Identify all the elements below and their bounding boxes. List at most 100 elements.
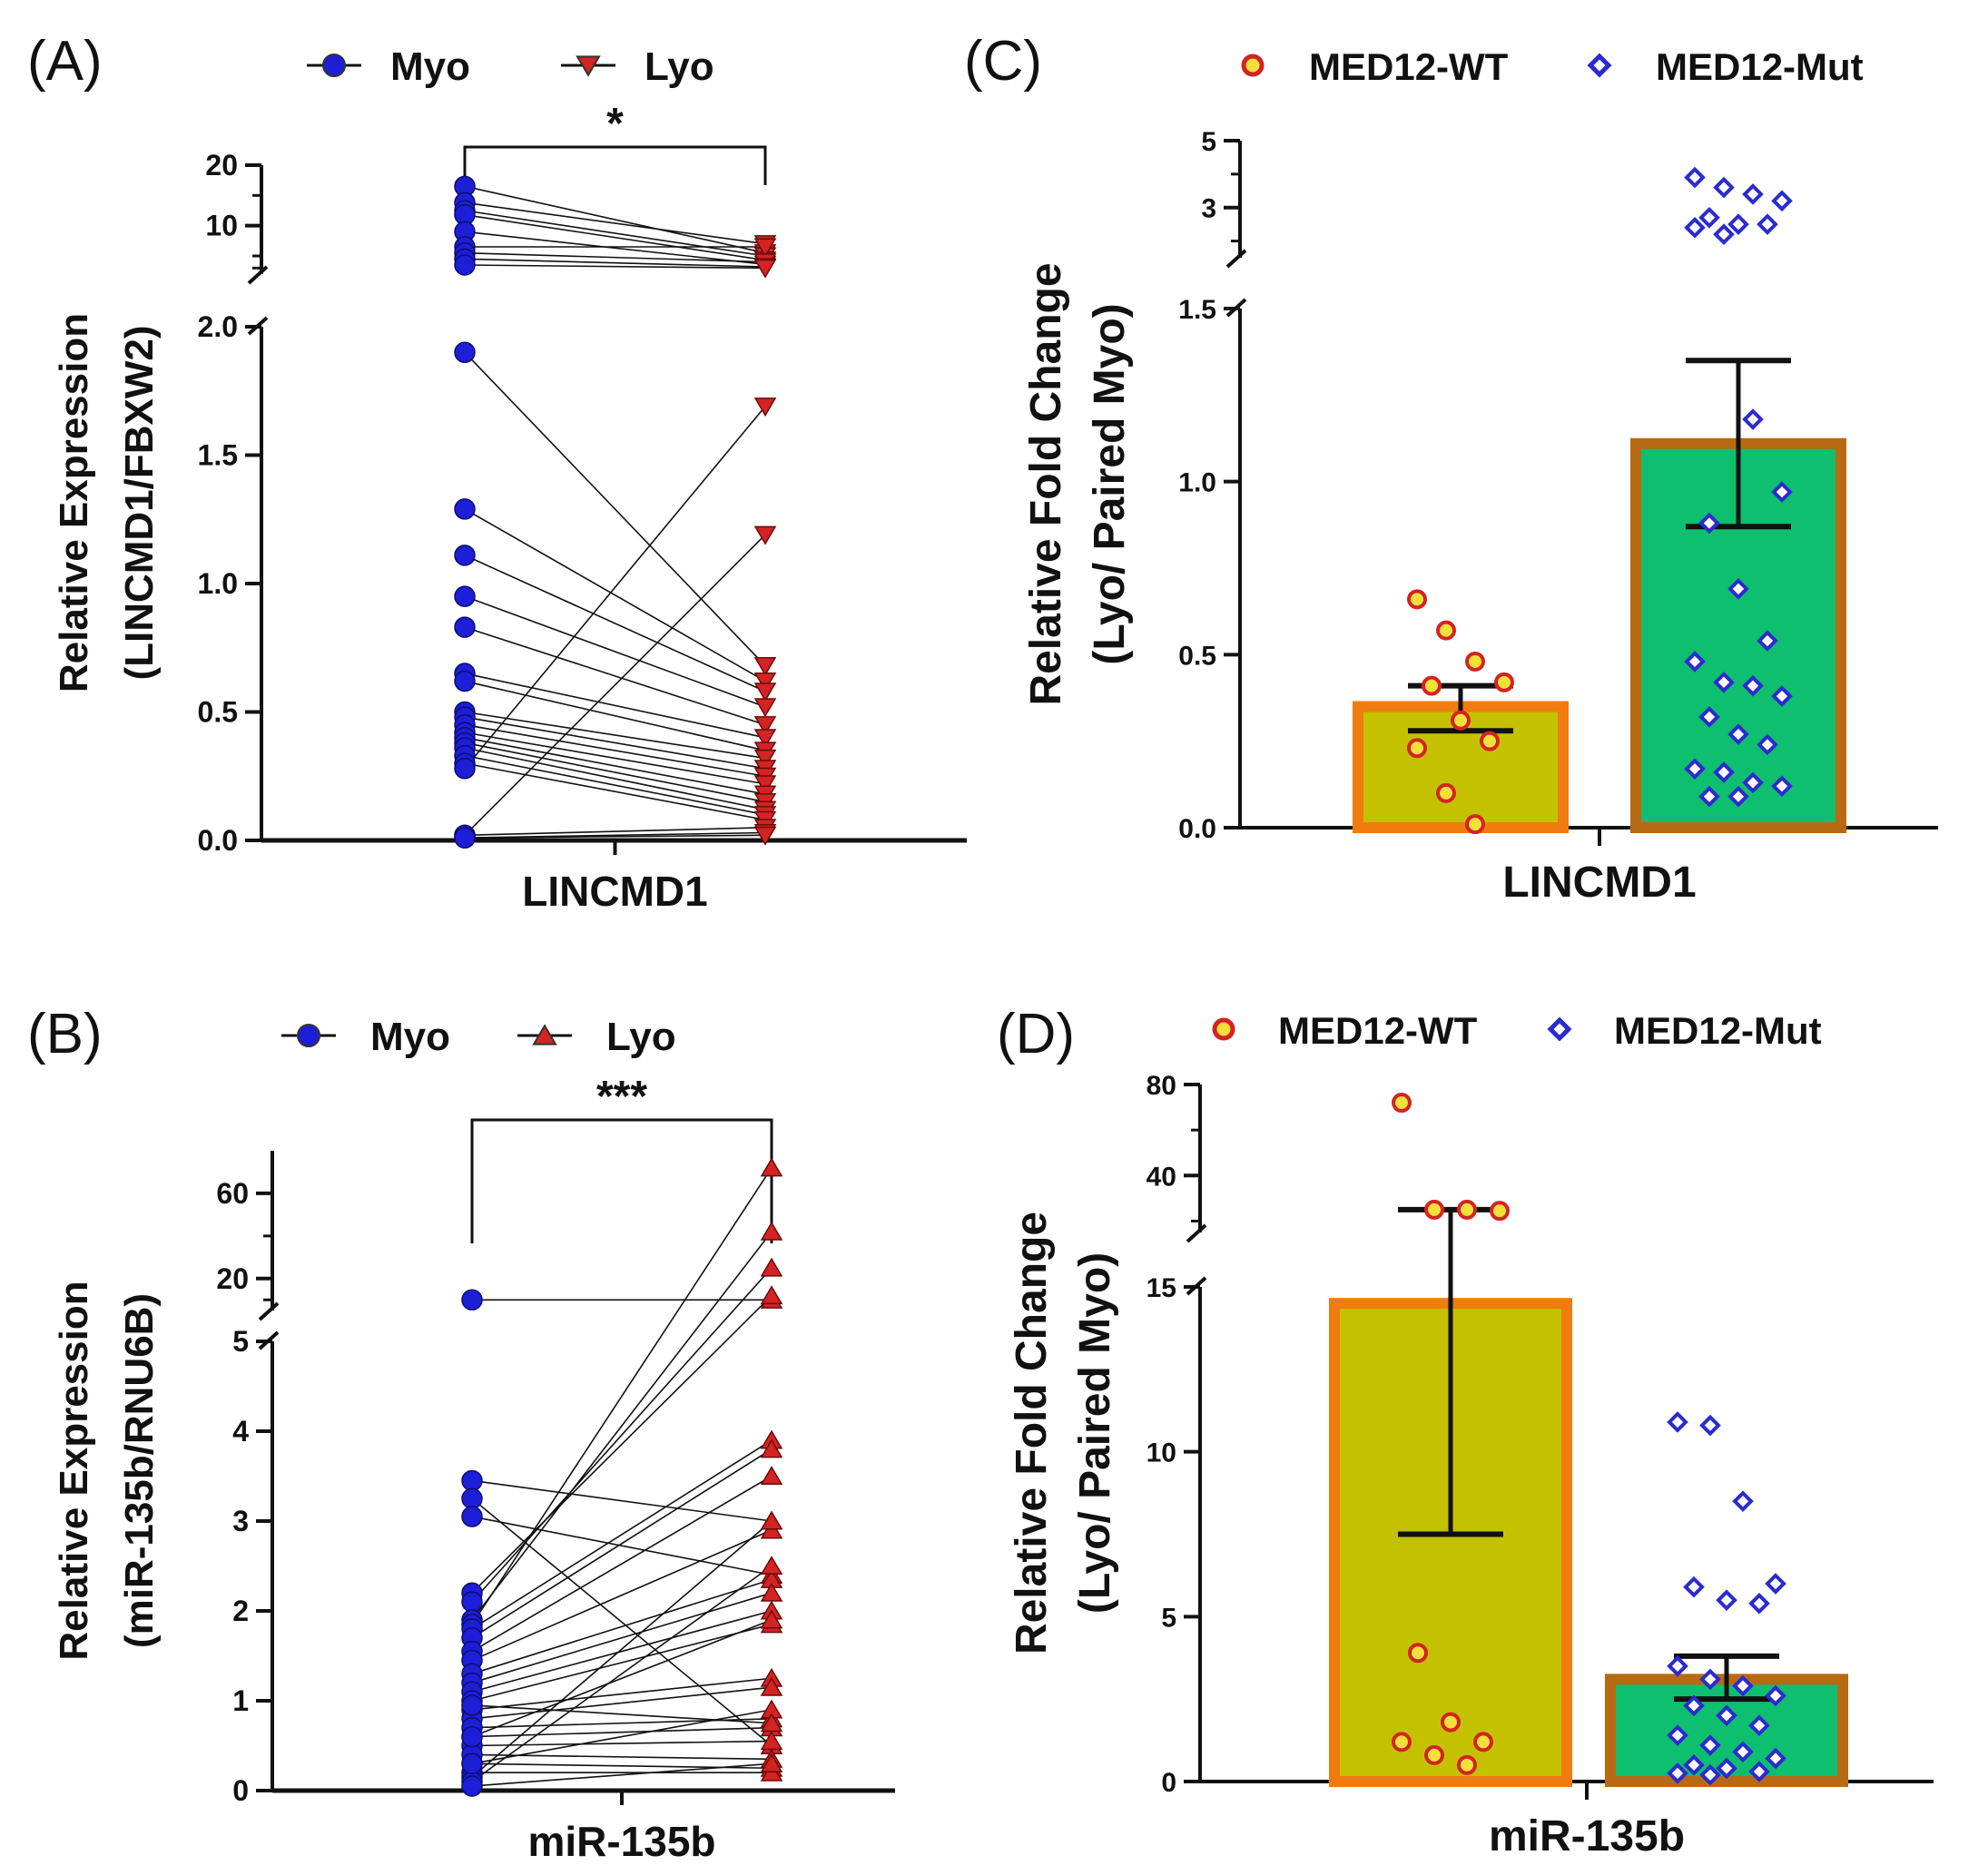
data-point: [1424, 1744, 1444, 1765]
data-point: [1407, 738, 1427, 759]
data-point: [1727, 213, 1749, 235]
y-axis-title: Relative Fold Change: [1008, 1212, 1056, 1654]
legend-label: MED12-WT: [1309, 45, 1509, 88]
lyo-point: [753, 525, 777, 545]
pair-line: [471, 1753, 773, 1761]
data-point: [1742, 183, 1764, 205]
data-point: [1732, 1741, 1754, 1763]
myo-point: [454, 498, 476, 520]
data-point: [1727, 785, 1749, 808]
data-point: [1713, 223, 1735, 246]
y-tick-label: 2.0: [198, 310, 238, 343]
data-point: [1771, 775, 1793, 798]
significance-bracket: [470, 1118, 773, 1243]
data-point: [1667, 1762, 1688, 1784]
y-tick-label: 2: [232, 1595, 249, 1627]
data-point: [1436, 782, 1456, 803]
data-point: [1436, 620, 1456, 641]
panel-label: (A): [27, 30, 103, 93]
data-point: [1473, 1732, 1493, 1752]
x-axis-title: LINCMD1: [522, 868, 707, 915]
pair-line: [471, 1475, 773, 1653]
data-point: [1480, 731, 1500, 751]
data-point: [1765, 1684, 1786, 1707]
data-point: [1698, 706, 1720, 728]
pair-line: [471, 1529, 773, 1662]
axis-break-mark: [1225, 249, 1247, 269]
y-tick-label: 5: [1201, 127, 1216, 157]
pair-line: [464, 680, 766, 751]
lyo-point: [760, 1752, 783, 1772]
x-axis-title: LINCMD1: [1502, 859, 1696, 907]
legend-marker-med12-wt: [1241, 54, 1265, 77]
pair-line: [464, 723, 766, 778]
data-point: [1684, 758, 1706, 780]
data-point: [1698, 512, 1720, 535]
lyo-point: [760, 1510, 783, 1530]
data-point: [1771, 685, 1793, 707]
y-tick-label: 80: [1147, 1071, 1176, 1101]
legend-marker-lyo: [532, 1024, 557, 1045]
pair-line: [471, 1619, 773, 1738]
y-tick-label: 10: [1147, 1438, 1176, 1468]
lyo-point: [753, 672, 777, 692]
data-point: [1713, 672, 1735, 693]
myo-point: [454, 827, 476, 849]
pair-line: [471, 1624, 773, 1702]
y-tick-label: 20: [205, 149, 238, 182]
pair-line: [464, 672, 766, 739]
pair-line: [471, 1448, 773, 1639]
myo-point: [461, 1487, 483, 1509]
data-point: [1732, 1490, 1754, 1512]
y-tick-label: 0.5: [1178, 641, 1216, 671]
data-point: [1698, 785, 1720, 808]
pair-line: [464, 626, 766, 726]
lyo-point: [753, 259, 777, 279]
data-point: [1457, 1199, 1477, 1220]
myo-point: [454, 758, 476, 780]
y-tick-label: 3: [1201, 194, 1216, 224]
pair-line: [464, 258, 766, 268]
data-point: [1748, 1761, 1770, 1782]
data-point: [1727, 578, 1749, 600]
pair-line: [464, 741, 766, 803]
myo-point: [461, 1725, 483, 1748]
lyo-point: [760, 1257, 783, 1277]
axis-break-mark: [258, 1301, 280, 1321]
data-point: [1392, 1732, 1412, 1752]
data-point: [1748, 1714, 1770, 1737]
pair-line: [464, 534, 766, 836]
lyo-point: [760, 1713, 783, 1733]
y-tick-label: 4: [232, 1415, 249, 1448]
y-tick-label: 5: [232, 1325, 249, 1358]
data-point: [1392, 1093, 1412, 1114]
y-tick-label: 1.5: [198, 439, 238, 472]
data-point: [1716, 1704, 1737, 1727]
axis-break-mark: [247, 265, 269, 285]
pair-line: [464, 264, 766, 270]
myo-point: [454, 254, 476, 276]
data-point: [1713, 761, 1735, 783]
pair-line: [464, 251, 766, 263]
panel-label: (D): [997, 1003, 1075, 1065]
lyo-point: [753, 716, 777, 736]
data-point: [1684, 166, 1706, 189]
myo-point: [461, 1289, 483, 1311]
y-axis-subtitle: (Lyo/ Paired Myo): [1086, 303, 1134, 664]
data-point: [1684, 651, 1706, 672]
data-point: [1742, 771, 1764, 794]
lyo-point: [753, 775, 777, 795]
y-axis-title: Relative Expression: [52, 313, 96, 692]
data-point: [1698, 206, 1720, 229]
data-point: [1765, 1747, 1786, 1770]
pair-line: [464, 508, 766, 682]
data-point: [1742, 408, 1764, 430]
myo-point: [461, 1469, 483, 1492]
lyo-point: [760, 1285, 783, 1305]
pair-line: [464, 213, 766, 261]
lyo-point: [760, 1609, 783, 1629]
myo-point: [461, 1775, 483, 1797]
data-point: [1683, 1694, 1705, 1717]
data-point: [1684, 217, 1706, 239]
